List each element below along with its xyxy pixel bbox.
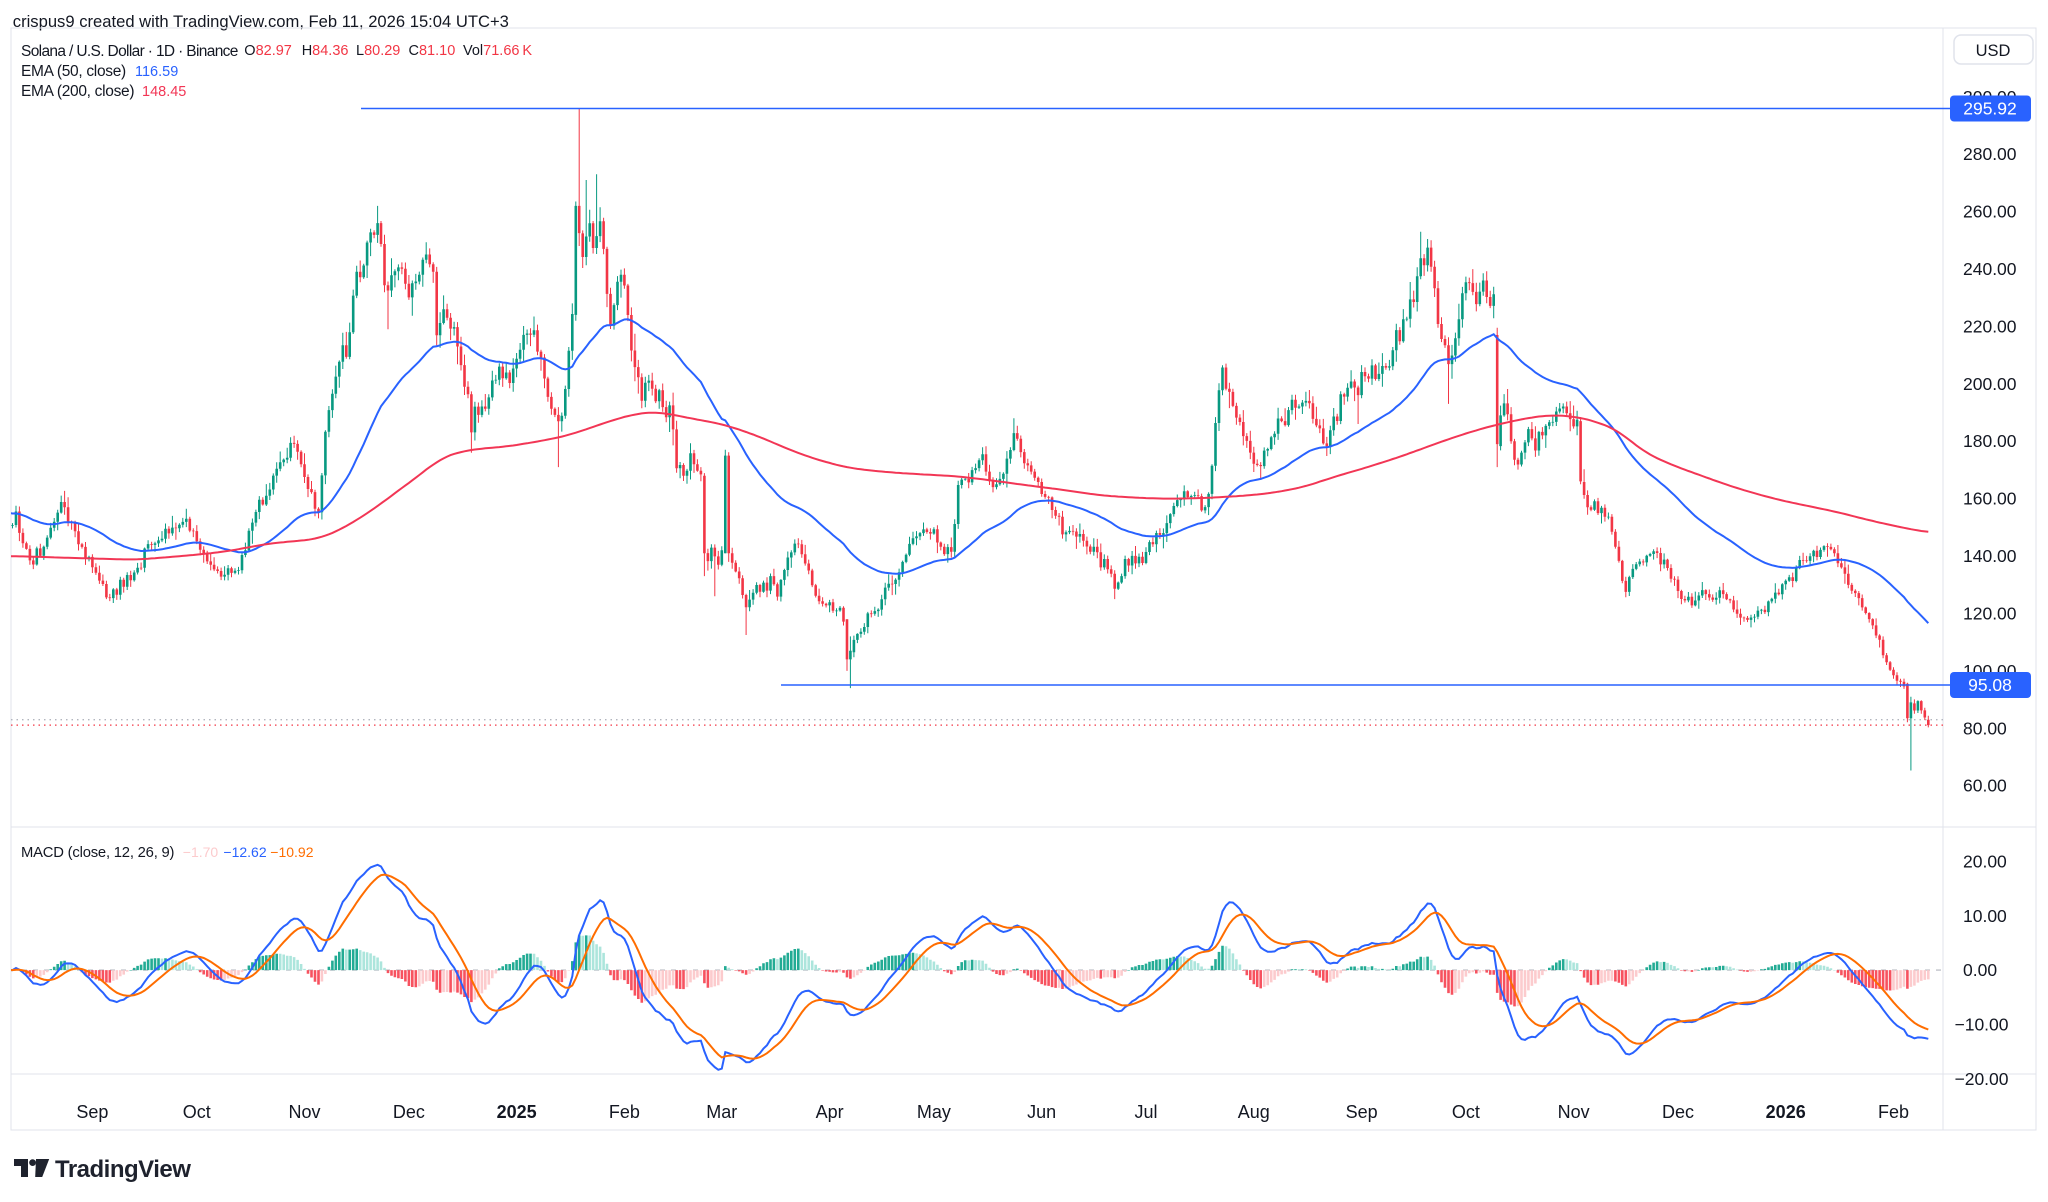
svg-text:crispus9 created with TradingV: crispus9 created with TradingView.com, F… bbox=[13, 12, 509, 31]
svg-text:280.00: 280.00 bbox=[1963, 144, 2017, 164]
svg-text:Aug: Aug bbox=[1238, 1102, 1270, 1122]
svg-text:80.00: 80.00 bbox=[1963, 718, 2007, 738]
svg-text:120.00: 120.00 bbox=[1963, 604, 2017, 624]
svg-text:Sep: Sep bbox=[76, 1102, 108, 1122]
svg-text:0.00: 0.00 bbox=[1963, 960, 1997, 980]
svg-text:116.59: 116.59 bbox=[135, 64, 178, 80]
svg-text:May: May bbox=[917, 1102, 951, 1122]
svg-text:Mar: Mar bbox=[706, 1102, 737, 1122]
svg-text:180.00: 180.00 bbox=[1963, 431, 2017, 451]
svg-text:EMA (50, close): EMA (50, close) bbox=[21, 63, 126, 80]
svg-text:Jun: Jun bbox=[1027, 1102, 1056, 1122]
svg-text:240.00: 240.00 bbox=[1963, 259, 2017, 279]
svg-text:Dec: Dec bbox=[393, 1102, 425, 1122]
svg-text:Dec: Dec bbox=[1662, 1102, 1694, 1122]
svg-text:−10.00: −10.00 bbox=[1955, 1015, 2009, 1035]
svg-text:Feb: Feb bbox=[1878, 1102, 1909, 1122]
svg-text:20.00: 20.00 bbox=[1963, 851, 2007, 871]
svg-text:2026: 2026 bbox=[1766, 1102, 1806, 1122]
svg-text:L80.29: L80.29 bbox=[356, 43, 400, 59]
svg-text:200.00: 200.00 bbox=[1963, 374, 2017, 394]
svg-text:140.00: 140.00 bbox=[1963, 546, 2017, 566]
svg-text:Oct: Oct bbox=[1452, 1102, 1480, 1122]
svg-text:260.00: 260.00 bbox=[1963, 202, 2017, 222]
svg-text:−12.62: −12.62 bbox=[223, 844, 266, 860]
svg-text:EMA (200, close): EMA (200, close) bbox=[21, 83, 134, 100]
svg-text:Solana / U.S. Dollar · 1D · Bi: Solana / U.S. Dollar · 1D · Binance bbox=[21, 43, 238, 60]
svg-text:Vol71.66 K: Vol71.66 K bbox=[463, 43, 532, 59]
svg-text:O82.97: O82.97 bbox=[244, 43, 292, 59]
svg-text:TradingView: TradingView bbox=[55, 1156, 191, 1183]
svg-text:Nov: Nov bbox=[1558, 1102, 1590, 1122]
svg-text:C81.10: C81.10 bbox=[409, 43, 456, 59]
svg-text:2025: 2025 bbox=[497, 1102, 537, 1122]
svg-text:−20.00: −20.00 bbox=[1955, 1069, 2009, 1089]
svg-text:Apr: Apr bbox=[816, 1102, 844, 1122]
svg-text:Feb: Feb bbox=[609, 1102, 640, 1122]
svg-text:148.45: 148.45 bbox=[142, 84, 186, 100]
svg-text:95.08: 95.08 bbox=[1968, 675, 2012, 695]
svg-text:−10.92: −10.92 bbox=[270, 844, 313, 860]
svg-text:Sep: Sep bbox=[1346, 1102, 1378, 1122]
svg-text:Nov: Nov bbox=[288, 1102, 320, 1122]
svg-text:10.00: 10.00 bbox=[1963, 906, 2007, 926]
svg-text:295.92: 295.92 bbox=[1963, 99, 2017, 119]
svg-text:−1.70: −1.70 bbox=[183, 844, 219, 860]
svg-text:160.00: 160.00 bbox=[1963, 489, 2017, 509]
svg-text:60.00: 60.00 bbox=[1963, 776, 2007, 796]
svg-text:H84.36: H84.36 bbox=[302, 43, 349, 59]
svg-text:220.00: 220.00 bbox=[1963, 316, 2017, 336]
svg-text:Jul: Jul bbox=[1134, 1102, 1157, 1122]
svg-text:USD: USD bbox=[1976, 42, 2011, 60]
svg-text:Oct: Oct bbox=[183, 1102, 211, 1122]
svg-text:MACD (close, 12, 26, 9): MACD (close, 12, 26, 9) bbox=[21, 845, 175, 861]
